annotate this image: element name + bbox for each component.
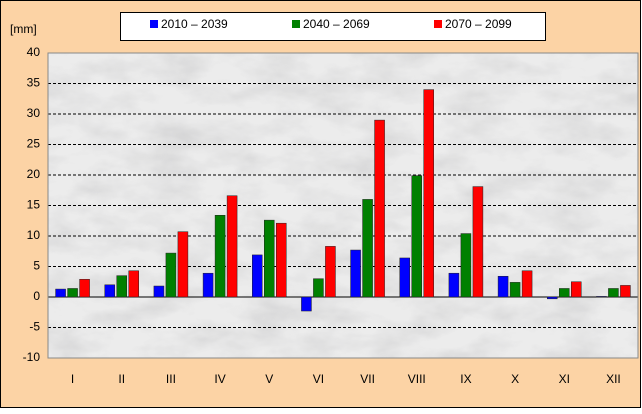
y-tick-label: 40 — [27, 45, 41, 59]
bar — [411, 175, 422, 298]
x-tick-label: IX — [460, 372, 471, 386]
bar — [608, 288, 619, 298]
legend — [120, 12, 546, 41]
y-tick-label: 20 — [27, 167, 41, 181]
bar — [79, 279, 90, 298]
bar — [153, 285, 165, 298]
bar — [177, 231, 189, 298]
bar — [104, 284, 115, 298]
legend-label: 2070 – 2099 — [445, 17, 512, 31]
bar — [301, 296, 312, 312]
plot-border — [47, 52, 639, 359]
bar — [252, 254, 263, 298]
bar — [214, 215, 226, 298]
x-tick-label: VIII — [408, 372, 426, 386]
bar — [559, 288, 570, 298]
bar — [460, 233, 472, 298]
x-tick-label: VI — [313, 372, 324, 386]
bar — [128, 270, 139, 298]
y-tick-label: 10 — [27, 228, 41, 242]
y-tick-label: 5 — [33, 259, 40, 273]
x-tick-label: X — [511, 372, 519, 386]
x-tick-label: VII — [360, 372, 375, 386]
bar — [472, 186, 484, 298]
x-tick-label: IV — [214, 372, 225, 386]
y-tick-label: -10 — [23, 350, 41, 364]
bar — [547, 296, 558, 300]
bar — [116, 275, 127, 298]
bar — [165, 252, 177, 298]
bar — [399, 257, 410, 298]
legend-swatch — [292, 20, 300, 28]
bar — [596, 296, 607, 298]
bar — [202, 272, 214, 298]
bar — [325, 246, 336, 298]
bar — [264, 219, 275, 298]
bar — [448, 272, 460, 298]
bar — [55, 288, 66, 298]
bar — [509, 282, 521, 298]
y-tick-label: 30 — [27, 106, 41, 120]
bar — [226, 195, 238, 298]
y-tick-label: 25 — [27, 137, 41, 151]
legend-label: 2040 – 2069 — [303, 17, 370, 31]
x-tick-label: I — [71, 372, 74, 386]
bar — [313, 278, 324, 298]
bar — [362, 199, 373, 298]
legend-swatch — [150, 20, 158, 28]
x-tick-label: III — [166, 372, 176, 386]
x-tick-label: XI — [559, 372, 570, 386]
bar — [67, 288, 78, 298]
y-tick-label: 15 — [27, 198, 41, 212]
legend-swatch — [434, 20, 442, 28]
bar — [423, 89, 434, 298]
legend-label: 2010 – 2039 — [161, 17, 228, 31]
bar — [350, 249, 361, 298]
bar — [571, 281, 582, 298]
y-tick-label: -5 — [29, 320, 40, 334]
bar — [521, 270, 533, 298]
x-tick-label: XII — [606, 372, 621, 386]
y-tick-label: 0 — [33, 289, 40, 303]
bar — [497, 276, 509, 298]
y-axis-label: [mm] — [10, 22, 37, 36]
bar — [276, 222, 287, 298]
y-tick-label: 35 — [27, 76, 41, 90]
x-tick-label: V — [265, 372, 273, 386]
x-tick-label: II — [118, 372, 125, 386]
bar — [620, 285, 631, 298]
bar — [374, 119, 385, 298]
